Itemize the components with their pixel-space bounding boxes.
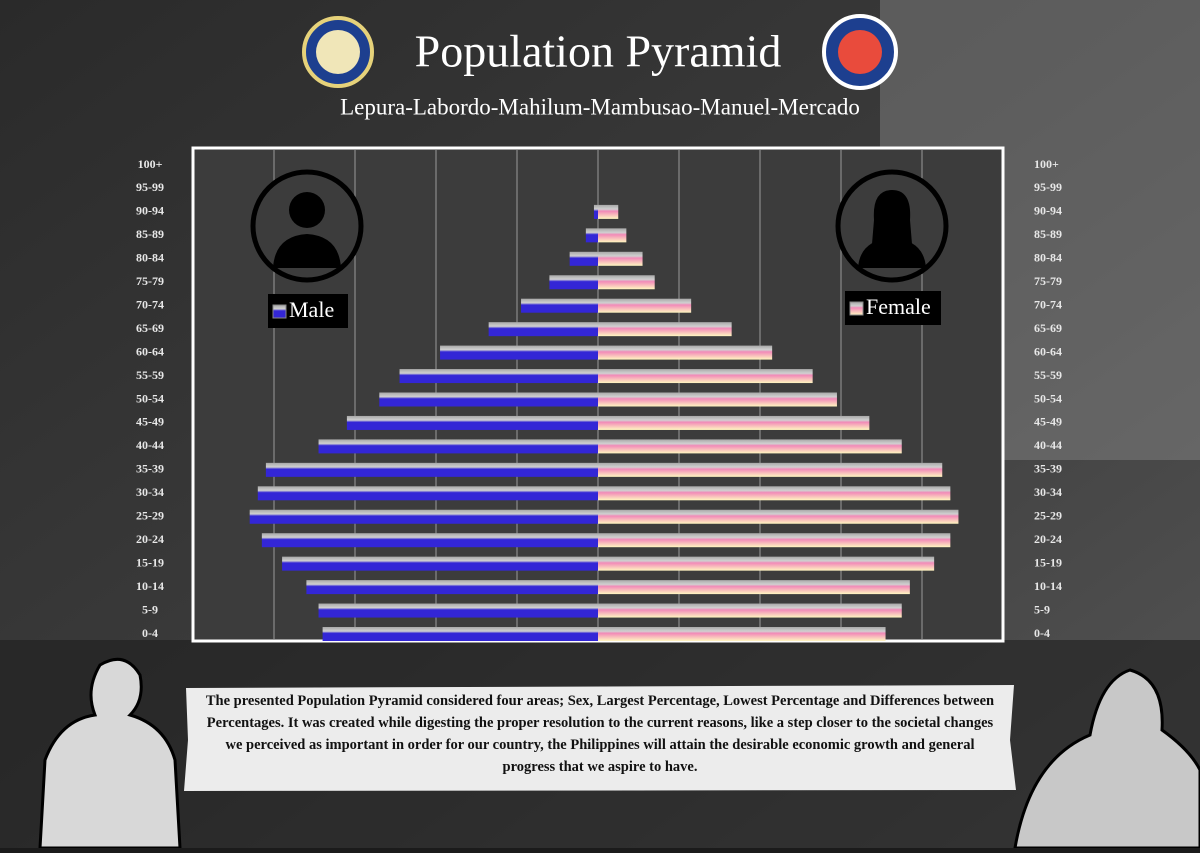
y-tick-label: 75-79 [136,274,164,288]
female-icon [835,169,949,283]
bar [598,462,943,477]
bar [261,533,598,548]
bar [549,275,598,290]
y-tick-label: 10-14 [136,579,164,593]
y-tick-label: 95-99 [136,180,164,194]
bar [322,627,598,641]
bar [318,439,598,454]
y-tick-label: 45-49 [1034,415,1062,429]
y-tick-label: 0-4 [142,626,158,640]
y-tick-label: 40-44 [1034,438,1062,452]
description-box [184,685,1016,791]
bar [282,556,598,571]
bar [399,369,598,384]
y-tick-label: 5-9 [1034,602,1050,616]
y-tick-label: 75-79 [1034,274,1062,288]
y-tick-label: 90-94 [136,204,164,218]
y-tick-label: 5-9 [142,602,158,616]
bar [598,275,655,290]
y-tick-label: 0-4 [1034,626,1050,640]
bar [598,322,732,337]
legend-swatch [272,304,287,319]
bar [598,509,959,524]
bar [598,627,886,641]
bar [346,415,598,430]
y-tick-label: 85-89 [1034,227,1062,241]
age-labels: 0-4 0-4 5-9 5-9 10-14 10-14 15-19 15-19 20-24 20-… [136,157,1062,640]
y-tick-label: 65-69 [1034,321,1062,335]
y-tick-label: 35-39 [136,462,164,476]
chart-subtitle: Lepura-Labordo-Mahilum-Mambusao-Manuel-M… [340,94,860,119]
y-tick-label: 60-64 [136,344,164,358]
y-tick-label: 15-19 [1034,555,1062,569]
legend-swatch [849,301,864,316]
bar [569,251,598,266]
y-tick-label: 55-59 [1034,368,1062,382]
description-wrap: The presented Population Pyramid conside… [205,693,995,775]
bar [598,251,643,266]
y-tick-label: 65-69 [136,321,164,335]
bar [440,345,598,360]
y-tick-label: 100+ [138,157,163,171]
y-tick-label: 90-94 [1034,204,1062,218]
bar [257,486,598,501]
y-tick-label: 85-89 [136,227,164,241]
bar [598,486,951,501]
bar [488,322,598,337]
y-tick-label: 80-84 [1034,251,1062,265]
bar [598,603,902,618]
y-tick-label: 55-59 [136,368,164,382]
bar [593,204,598,219]
y-tick-label: 50-54 [1034,391,1062,405]
bar [585,228,598,243]
y-tick-label: 80-84 [136,251,164,265]
description: The presented Population Pyramid conside… [205,693,995,775]
y-tick-label: 45-49 [136,415,164,429]
bar [318,603,598,618]
university-logo [302,16,374,88]
y-tick-label: 95-99 [1034,180,1062,194]
y-tick-label: 50-54 [136,391,164,405]
bar [521,298,598,313]
y-tick-label: 60-64 [1034,344,1062,358]
bar [306,580,598,595]
bar [379,392,598,407]
bar [265,462,598,477]
legend: Male Female [268,291,941,328]
bar [598,204,619,219]
y-tick-label: 30-34 [136,485,164,499]
y-tick-label: 35-39 [1034,462,1062,476]
y-tick-label: 20-24 [1034,532,1062,546]
bar [598,439,902,454]
legend-label: Male [289,297,334,322]
figure-left [38,657,182,850]
y-tick-label: 30-34 [1034,485,1062,499]
bar [598,369,813,384]
legend-label: Female [866,294,931,319]
bar [598,392,837,407]
y-tick-label: 100+ [1034,157,1059,171]
bar [598,228,627,243]
y-tick-label: 15-19 [136,555,164,569]
y-tick-label: 70-74 [136,297,164,311]
y-tick-label: 25-29 [1034,509,1062,523]
college-logo [822,14,898,90]
y-tick-label: 10-14 [1034,579,1062,593]
bars [249,204,959,641]
bar [598,415,870,430]
y-tick-label: 70-74 [1034,297,1062,311]
bar [249,509,598,524]
bar [598,556,935,571]
y-tick-label: 25-29 [136,509,164,523]
y-tick-label: 20-24 [136,532,164,546]
bar [598,580,910,595]
bar [598,298,692,313]
male-icon [250,169,364,283]
bar [598,533,951,548]
bar [598,345,773,360]
y-tick-label: 40-44 [136,438,164,452]
chart-title: Population Pyramid [415,26,782,77]
figure-right [1013,668,1200,850]
